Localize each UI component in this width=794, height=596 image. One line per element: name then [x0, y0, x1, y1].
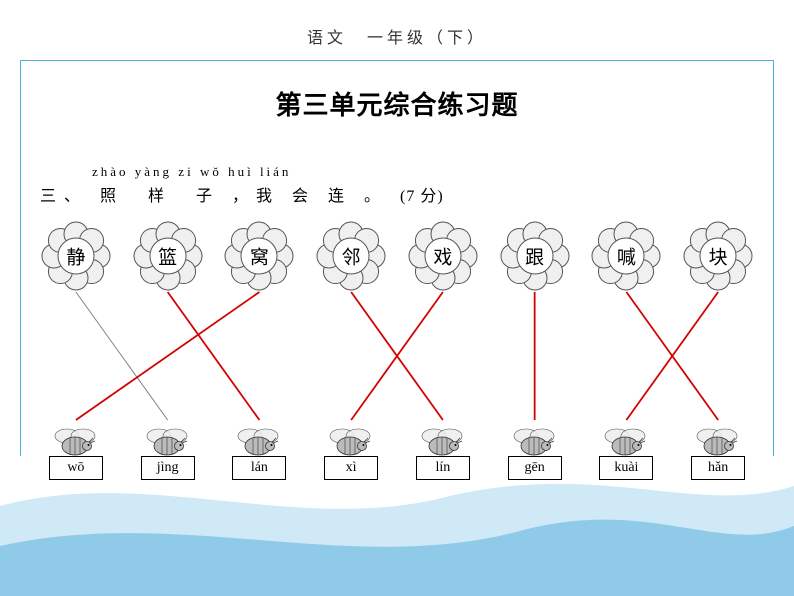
answer-line	[626, 292, 718, 420]
example-line	[76, 292, 168, 420]
question-points: (7 分)	[400, 188, 444, 205]
flower-char: 喊	[617, 243, 636, 270]
flower-item: 喊	[590, 220, 662, 292]
flower-char: 静	[66, 243, 85, 270]
flower-item: 窝	[223, 220, 295, 292]
flower-item: 静	[40, 220, 112, 292]
answer-line	[351, 292, 443, 420]
header-subject: 语文 一年级（下）	[0, 0, 794, 48]
flower-item: 跟	[499, 220, 571, 292]
question-pinyin: zhào yàng zi wǒ huì lián	[92, 164, 444, 180]
flower-char: 跟	[525, 243, 544, 270]
question-hanzi: 三、 照 样 子 ，我 会 连 。 (7 分)	[40, 182, 444, 206]
flower-char: 篮	[158, 243, 177, 270]
question-number: 三、	[40, 188, 88, 205]
answer-line	[168, 292, 260, 420]
page-title: 第三单元综合练习题	[21, 61, 773, 122]
answer-line	[351, 292, 443, 420]
flower-item: 戏	[407, 220, 479, 292]
wave-decoration	[0, 456, 794, 596]
flower-char: 窝	[250, 243, 269, 270]
question-text: 照 样 子 ，我 会 连 。	[100, 188, 388, 205]
flower-row: 静 篮 窝 邻 戏 跟 喊 块	[30, 220, 764, 292]
flower-item: 块	[682, 220, 754, 292]
answer-line	[76, 292, 260, 420]
flower-char: 邻	[342, 243, 361, 270]
question-block: zhào yàng zi wǒ huì lián 三、 照 样 子 ，我 会 连…	[40, 164, 444, 206]
flower-char: 戏	[433, 243, 452, 270]
answer-line	[626, 292, 718, 420]
flower-item: 邻	[315, 220, 387, 292]
flower-item: 篮	[132, 220, 204, 292]
flower-char: 块	[709, 243, 728, 270]
matching-diagram: 静 篮 窝 邻 戏 跟 喊 块 wō jìng	[30, 220, 764, 480]
